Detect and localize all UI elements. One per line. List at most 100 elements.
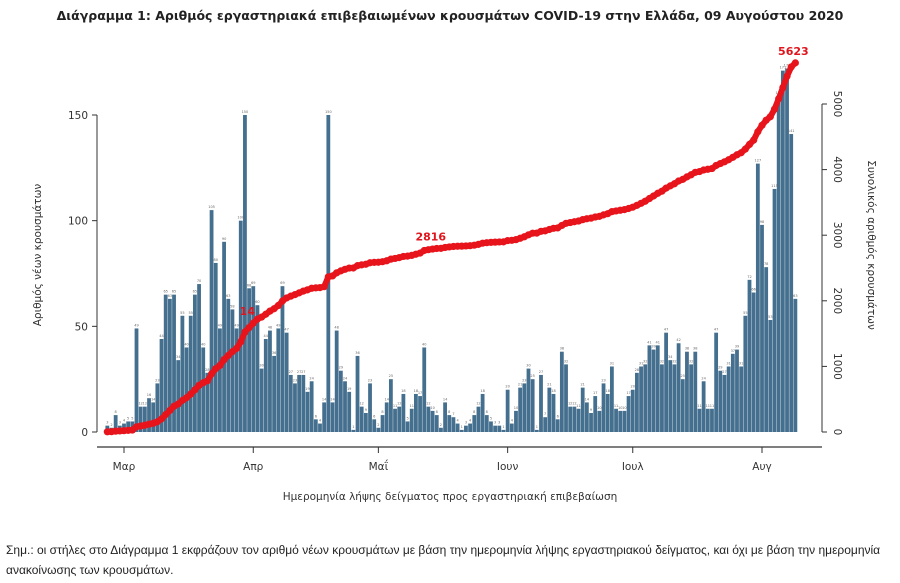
- bar: [743, 315, 748, 432]
- cumulative-point: [779, 83, 787, 92]
- bar-value-label: 69: [251, 281, 255, 285]
- bar-value-label: 44: [159, 334, 164, 338]
- bar: [685, 351, 689, 432]
- bar: [359, 406, 364, 432]
- bar-value-label: 24: [701, 376, 706, 380]
- bar-value-label: 150: [242, 110, 249, 114]
- bar-value-label: 11: [614, 404, 618, 408]
- bar: [126, 421, 131, 432]
- bar: [293, 383, 297, 432]
- bar: [351, 429, 356, 432]
- bar-value-label: 47: [714, 328, 718, 332]
- bar-value-label: 4: [319, 419, 322, 423]
- bar-value-label: 5: [406, 416, 408, 420]
- bar-value-label: 10: [514, 406, 518, 410]
- bar-value-label: 18: [551, 389, 555, 393]
- bar-value-label: 27: [289, 370, 293, 374]
- bars-group: [105, 68, 798, 433]
- bar-value-label: 32: [564, 359, 568, 363]
- chart-title: Διάγραμμα 1: Αριθμός εργαστηριακά επιβεβ…: [56, 8, 844, 23]
- bar-value-label: 37: [731, 349, 735, 353]
- bar-value-label: 10: [622, 406, 626, 410]
- bar: [605, 393, 610, 432]
- bar: [163, 294, 168, 432]
- bar: [526, 368, 531, 432]
- bar: [397, 406, 402, 432]
- bar: [338, 370, 343, 432]
- bar: [414, 393, 418, 432]
- bar: [785, 68, 789, 433]
- bar-value-label: 40: [422, 342, 426, 346]
- bar-value-label: 24: [309, 376, 314, 380]
- bar-value-label: 38: [560, 347, 564, 351]
- cumulative-point: [783, 72, 791, 80]
- bar: [701, 381, 706, 432]
- bar-value-label: 29: [339, 366, 343, 370]
- bar-value-label: 23: [522, 378, 526, 382]
- bar-value-label: 78: [764, 262, 768, 266]
- x-tick-label: Ιουν: [497, 461, 519, 473]
- bar-value-label: 8: [381, 410, 383, 414]
- bar: [451, 417, 456, 432]
- bar: [280, 286, 285, 432]
- bar: [589, 412, 593, 432]
- bar: [505, 389, 510, 432]
- bar: [272, 355, 277, 432]
- bar-value-label: 39: [651, 345, 655, 349]
- bar: [355, 355, 360, 432]
- bar: [209, 210, 214, 432]
- bar-value-label: 141: [788, 129, 795, 133]
- bar-value-label: 18: [414, 389, 418, 393]
- bar: [301, 374, 306, 432]
- bar-value-label: 14: [384, 397, 389, 401]
- bar: [547, 387, 552, 432]
- bar-value-label: 1: [536, 425, 538, 429]
- cumulative-point: [754, 128, 762, 136]
- bar-value-label: 3: [465, 421, 467, 425]
- cumulative-point: [741, 145, 749, 153]
- bar: [384, 402, 389, 432]
- bar: [276, 328, 281, 432]
- bar-value-label: 49: [134, 323, 138, 327]
- bar-value-label: 55: [180, 311, 184, 315]
- cumulative-point: [207, 370, 216, 378]
- bar-value-label: 44: [264, 334, 269, 338]
- bar: [347, 391, 352, 432]
- cumulative-point: [203, 377, 211, 385]
- x-tick-label: Μαΐ: [369, 459, 389, 473]
- bar: [409, 408, 414, 432]
- bar: [155, 383, 160, 432]
- bar: [343, 381, 347, 432]
- bar: [447, 415, 452, 432]
- y-right-tick-label: 2000: [831, 287, 843, 314]
- bar-value-label: 14: [585, 397, 590, 401]
- bar: [714, 332, 719, 432]
- bar-value-label: 25: [681, 374, 685, 378]
- bar: [664, 332, 668, 432]
- bar-value-label: 8: [115, 410, 117, 414]
- x-tick-label: Απρ: [243, 461, 264, 473]
- bar-value-label: 24: [343, 376, 348, 380]
- bar: [609, 366, 614, 432]
- bar: [726, 366, 731, 432]
- bar-value-label: 14: [322, 397, 327, 401]
- bar: [297, 374, 302, 432]
- bar-value-label: 12: [359, 402, 363, 406]
- bar-value-label: 2: [377, 423, 379, 427]
- bar: [234, 328, 239, 432]
- bar: [643, 364, 648, 432]
- axes-group: 0 50 100 150 0 1000 2000 3000 4000 5000 Μαρ Απρ Μαΐ Ι…: [68, 91, 843, 473]
- bar-value-label: 25: [389, 374, 393, 378]
- bar-value-label: 4: [469, 419, 472, 423]
- bar: [559, 351, 564, 432]
- y-right-tick-label: 3000: [831, 222, 843, 249]
- bar-value-label: 53: [768, 315, 772, 319]
- bar: [380, 415, 385, 432]
- y-axis-label: Αριθμός νέων κρουσμάτων: [32, 184, 44, 327]
- bar: [514, 410, 518, 432]
- bar: [693, 351, 698, 432]
- bar-value-label: 40: [184, 342, 188, 346]
- bar-value-label: 11: [706, 404, 710, 408]
- bar-value-label: 12: [568, 402, 572, 406]
